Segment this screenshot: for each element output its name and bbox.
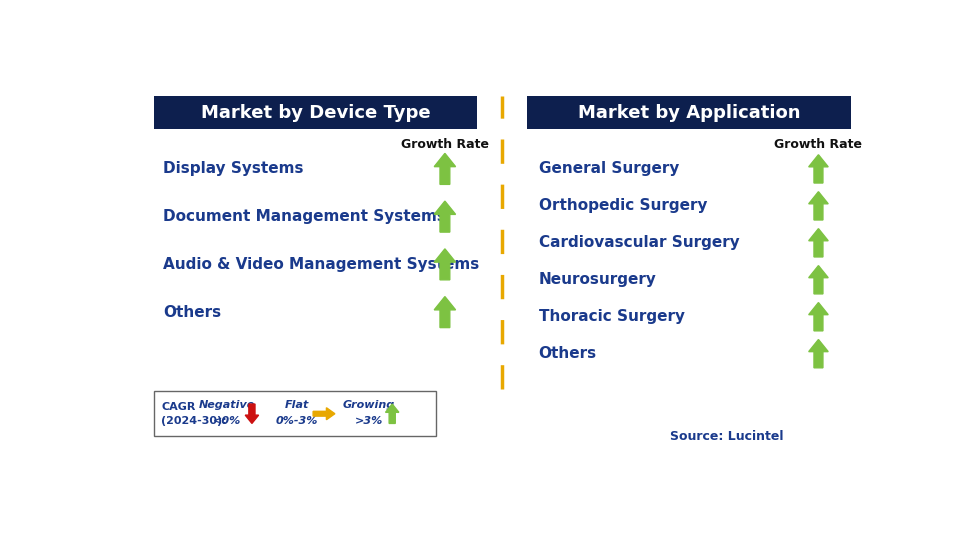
Polygon shape xyxy=(245,404,259,424)
Text: Cardiovascular Surgery: Cardiovascular Surgery xyxy=(539,235,740,250)
Text: Thoracic Surgery: Thoracic Surgery xyxy=(539,309,685,324)
Text: 0%-3%: 0%-3% xyxy=(275,417,319,426)
Polygon shape xyxy=(808,302,828,331)
Polygon shape xyxy=(808,155,828,183)
Polygon shape xyxy=(314,408,335,420)
Text: Flat: Flat xyxy=(284,400,309,410)
Text: Orthopedic Surgery: Orthopedic Surgery xyxy=(539,199,708,213)
Text: Neurosurgery: Neurosurgery xyxy=(539,272,657,287)
Text: Others: Others xyxy=(163,305,220,320)
Polygon shape xyxy=(434,296,456,328)
Text: Growing: Growing xyxy=(343,400,395,410)
Text: Market by Application: Market by Application xyxy=(578,104,801,122)
Polygon shape xyxy=(385,404,399,424)
Polygon shape xyxy=(434,154,456,184)
Text: Growth Rate: Growth Rate xyxy=(774,138,862,151)
Polygon shape xyxy=(808,192,828,220)
Text: Source: Lucintel: Source: Lucintel xyxy=(670,430,784,443)
Text: Growth Rate: Growth Rate xyxy=(401,138,489,151)
FancyBboxPatch shape xyxy=(154,96,477,129)
Polygon shape xyxy=(808,266,828,294)
Polygon shape xyxy=(808,340,828,368)
Text: Display Systems: Display Systems xyxy=(163,161,303,176)
Text: Negative: Negative xyxy=(199,400,255,410)
Text: Market by Device Type: Market by Device Type xyxy=(201,104,430,122)
FancyBboxPatch shape xyxy=(527,96,851,129)
Text: Document Management Systems: Document Management Systems xyxy=(163,209,446,224)
Text: <0%: <0% xyxy=(213,417,241,426)
FancyBboxPatch shape xyxy=(154,391,436,436)
Text: CAGR
(2024-30):: CAGR (2024-30): xyxy=(162,402,227,426)
Polygon shape xyxy=(434,249,456,280)
Text: General Surgery: General Surgery xyxy=(539,161,679,176)
Text: Others: Others xyxy=(539,346,597,361)
Text: >3%: >3% xyxy=(355,417,383,426)
Polygon shape xyxy=(434,201,456,232)
Text: Audio & Video Management Systems: Audio & Video Management Systems xyxy=(163,257,479,272)
Polygon shape xyxy=(808,229,828,257)
